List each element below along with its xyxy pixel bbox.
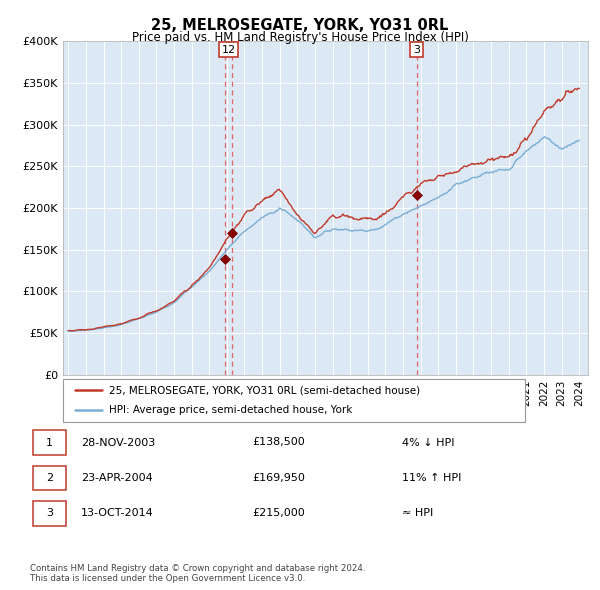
Text: 12: 12 [221,45,236,55]
Text: 4% ↓ HPI: 4% ↓ HPI [402,438,455,447]
Text: 23-APR-2004: 23-APR-2004 [81,473,153,483]
Text: £169,950: £169,950 [252,473,305,483]
Text: 11% ↑ HPI: 11% ↑ HPI [402,473,461,483]
Text: £138,500: £138,500 [252,438,305,447]
FancyBboxPatch shape [63,379,525,422]
Text: 1: 1 [46,438,53,447]
Text: Contains HM Land Registry data © Crown copyright and database right 2024.: Contains HM Land Registry data © Crown c… [30,563,365,572]
Text: HPI: Average price, semi-detached house, York: HPI: Average price, semi-detached house,… [109,405,353,415]
Text: 28-NOV-2003: 28-NOV-2003 [81,438,155,447]
Text: 3: 3 [46,509,53,518]
Text: 13-OCT-2014: 13-OCT-2014 [81,509,154,518]
Text: 2: 2 [46,473,53,483]
Text: Price paid vs. HM Land Registry's House Price Index (HPI): Price paid vs. HM Land Registry's House … [131,31,469,44]
Text: 25, MELROSEGATE, YORK, YO31 0RL (semi-detached house): 25, MELROSEGATE, YORK, YO31 0RL (semi-de… [109,385,421,395]
Text: ≈ HPI: ≈ HPI [402,509,433,518]
Text: 3: 3 [413,45,420,55]
Text: £215,000: £215,000 [252,509,305,518]
Text: 25, MELROSEGATE, YORK, YO31 0RL: 25, MELROSEGATE, YORK, YO31 0RL [151,18,449,32]
Text: This data is licensed under the Open Government Licence v3.0.: This data is licensed under the Open Gov… [30,573,305,582]
